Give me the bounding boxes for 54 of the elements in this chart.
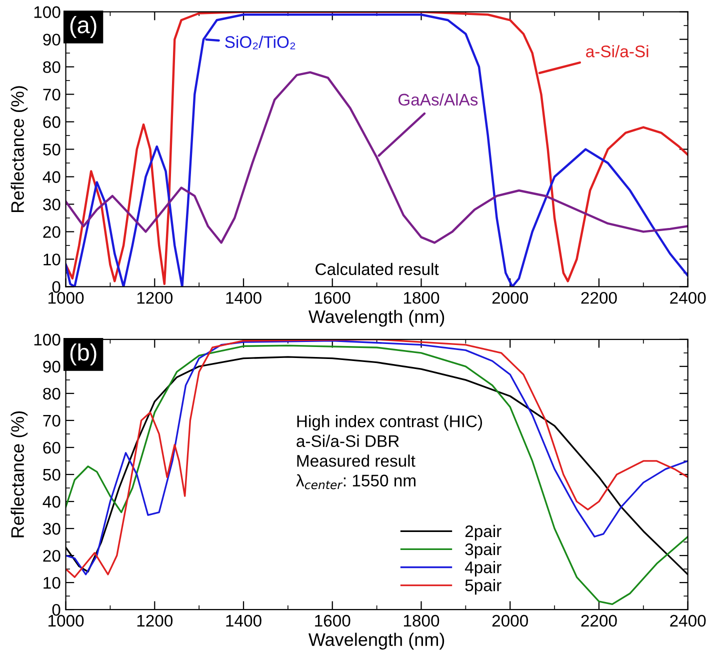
y-tick-label: 30 [43, 198, 60, 210]
y-tick-label: 20 [43, 226, 60, 238]
y-tick-label: 70 [43, 88, 60, 101]
y-tick-label: 70 [43, 414, 60, 427]
x-tick-label: 2400 [670, 292, 706, 304]
text: a-Si/a-Si [586, 45, 648, 58]
x-tick-label: 1200 [137, 292, 173, 304]
legend-label: 2pair [465, 524, 502, 540]
y-tick-label: 100 [34, 334, 60, 346]
y-tick-label: 90 [43, 360, 60, 373]
x-tick-label: 1000 [48, 292, 84, 304]
y-axis-title: Reflectance (%) [10, 411, 28, 538]
annotation: (b) [70, 343, 96, 366]
annotation: High index contrast (HIC) a-Si/a-Si DBR Measured result λ$_{center}$: 1550 nm [296, 415, 482, 490]
x-axis-title: Wavelength (nm) [308, 310, 444, 327]
legend-label: 3pair [465, 542, 502, 558]
y-tick-label: 50 [43, 468, 60, 481]
x-axis-title: Wavelength (nm) [308, 632, 444, 650]
x-tick-label: 1400 [226, 292, 262, 304]
y-tick-label: 40 [42, 171, 60, 183]
x-tick-label: 1200 [137, 614, 173, 627]
y-tick-label: 40 [42, 496, 60, 508]
y-tick-label: 80 [43, 61, 60, 74]
x-tick-label: 2400 [670, 614, 706, 627]
y-tick-label: 10 [44, 576, 60, 589]
y-tick-label: 90 [43, 34, 60, 46]
x-tick-label: 2000 [492, 292, 528, 304]
y-tick-label: 100 [34, 6, 60, 18]
y-tick-label: 60 [43, 116, 60, 128]
x-tick-label: 2200 [581, 614, 617, 627]
x-tick-label: 2200 [581, 292, 617, 304]
x-tick-label: 1600 [315, 614, 350, 627]
y-tick-label: 0 [52, 604, 60, 616]
text: GaAs/AlAs [398, 93, 478, 106]
y-tick-label: 20 [43, 550, 60, 562]
legend-label: SiO₂/TiO₂ [225, 36, 296, 50]
x-tick-label: 1800 [404, 614, 440, 627]
y-tick-label: 50 [43, 144, 60, 156]
y-tick-label: 80 [43, 388, 60, 400]
line-series [66, 71, 688, 244]
y-axis-title: Reflectance (%) [10, 86, 28, 212]
legend-label: 5pair [465, 579, 502, 595]
y-tick-label: 0 [52, 281, 60, 293]
x-tick-label: 1000 [48, 614, 84, 627]
x-tick-label: 1800 [404, 292, 440, 304]
y-tick-label: 10 [44, 254, 60, 266]
x-tick-label: 1400 [226, 614, 262, 627]
annotation: Calculated result [316, 262, 439, 276]
legend-label: 4pair [464, 561, 502, 577]
annotation: (a) [70, 16, 96, 38]
x-tick-label: 1600 [315, 292, 350, 304]
y-tick-label: 30 [43, 522, 60, 535]
y-tick-label: 60 [43, 442, 60, 454]
x-tick-label: 2000 [492, 614, 528, 627]
